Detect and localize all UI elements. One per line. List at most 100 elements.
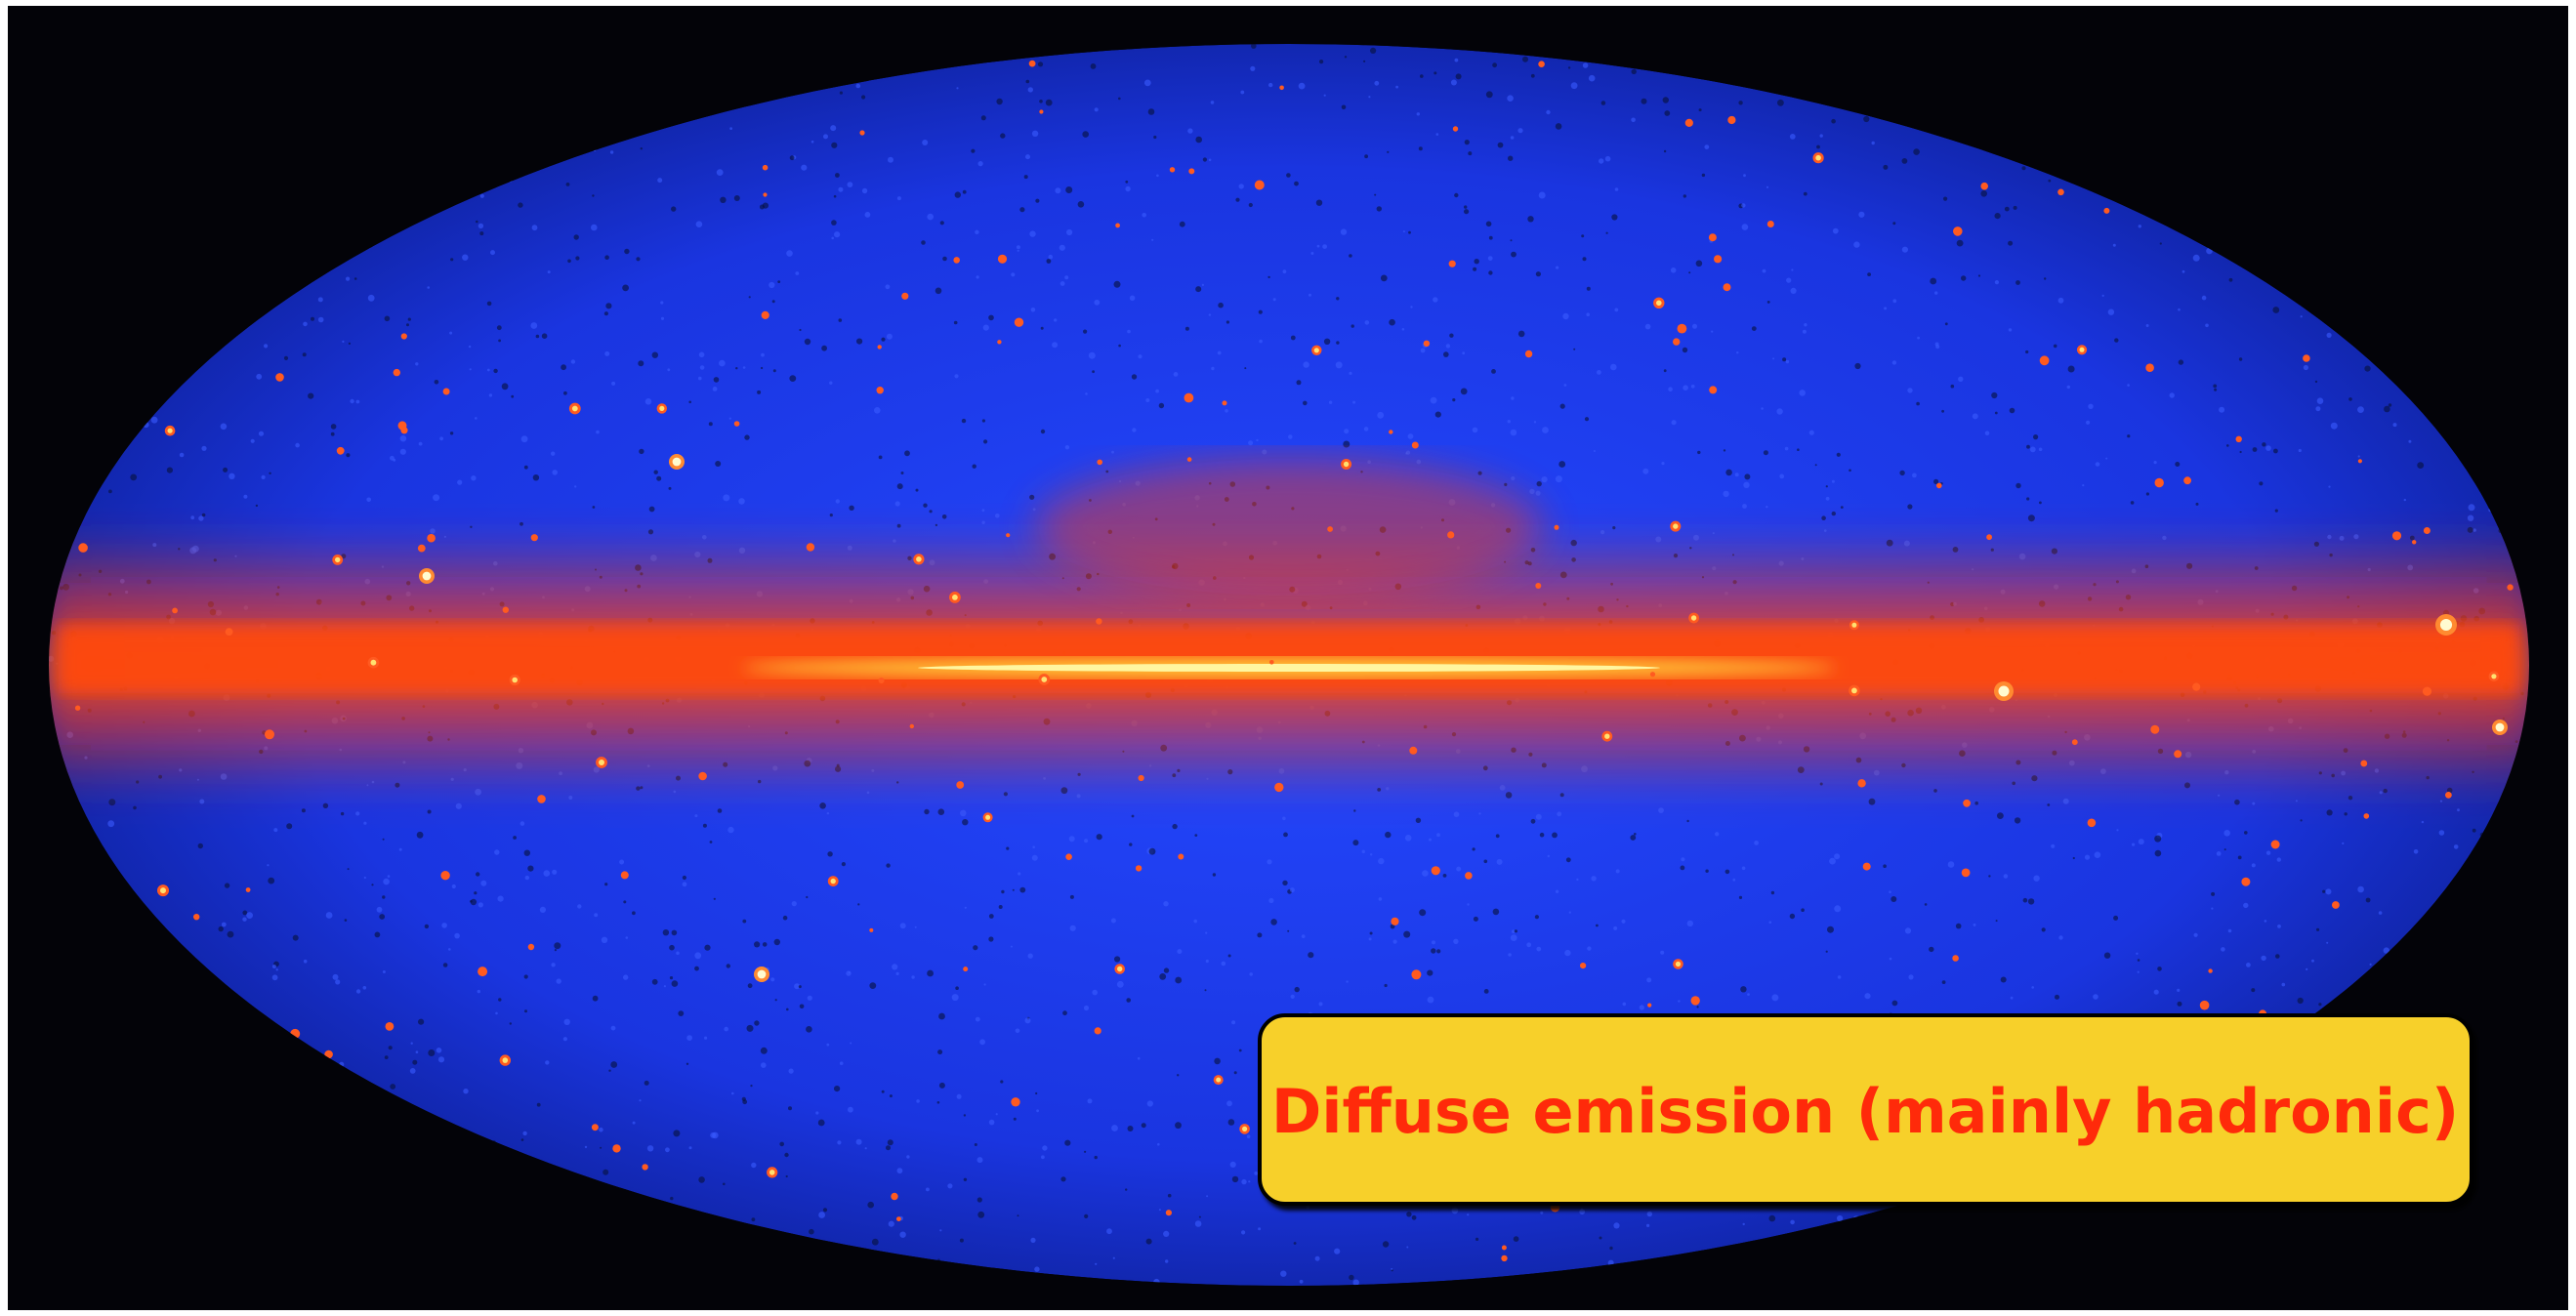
noise-dot — [1790, 1220, 1795, 1225]
noise-dot — [2010, 408, 2015, 414]
noise-dot — [602, 1170, 608, 1175]
noise-dot — [542, 333, 548, 339]
annotation-box: Diffuse emission (mainly hadronic) — [1260, 1015, 2472, 1204]
noise-dot — [1589, 75, 1596, 82]
noise-dot — [356, 400, 360, 404]
noise-dot — [1352, 401, 1355, 404]
noise-dot — [1126, 998, 1131, 1003]
source — [1709, 233, 1717, 241]
noise-dot — [1715, 832, 1719, 836]
noise-dot — [1054, 318, 1057, 321]
noise-dot — [1841, 506, 1844, 509]
noise-dot — [1436, 949, 1440, 953]
noise-dot — [815, 1111, 818, 1114]
source — [891, 1193, 897, 1200]
source — [642, 1164, 647, 1170]
noise-dot — [799, 329, 801, 331]
source — [1673, 338, 1680, 345]
noise-dot — [1159, 973, 1166, 980]
noise-dot — [856, 84, 861, 89]
noise-dot — [819, 802, 826, 809]
noise-dot — [385, 316, 391, 322]
noise-dot — [349, 343, 351, 345]
noise-dot — [1084, 839, 1088, 843]
noise-dot — [1389, 319, 1395, 326]
source — [698, 772, 707, 781]
noise-dot — [596, 431, 600, 434]
noise-dot — [837, 1140, 841, 1144]
noise-dot — [694, 966, 699, 971]
noise-dot — [939, 1083, 945, 1089]
noise-dot — [2277, 857, 2281, 861]
noise-dot — [2031, 986, 2034, 989]
noise-dot — [1144, 80, 1151, 87]
noise-dot — [1443, 874, 1447, 878]
noise-dot — [1370, 48, 1376, 54]
noise-dot — [1562, 313, 1568, 319]
noise-dot — [1552, 833, 1558, 839]
noise-dot — [1591, 876, 1596, 881]
noise-dot — [786, 1175, 788, 1177]
noise-dot — [1177, 1074, 1179, 1076]
noise-dot — [1498, 143, 1504, 148]
noise-dot — [2214, 389, 2217, 391]
noise-dot — [1951, 385, 1955, 389]
noise-dot — [383, 879, 390, 885]
noise-dot — [1917, 337, 1920, 340]
noise-dot — [1349, 254, 1352, 258]
noise-dot — [1892, 1001, 1898, 1007]
noise-dot — [1508, 953, 1512, 957]
noise-dot — [840, 92, 843, 95]
noise-dot — [795, 271, 799, 275]
noise-dot — [696, 221, 703, 227]
noise-dot — [1511, 476, 1515, 480]
noise-dot — [571, 359, 575, 363]
noise-dot — [2042, 927, 2046, 931]
source — [1184, 393, 1194, 403]
noise-dot — [1556, 267, 1558, 269]
noise-dot — [1432, 940, 1435, 944]
source — [1936, 483, 1942, 489]
noise-dot — [1177, 949, 1182, 954]
noise-dot — [632, 911, 636, 915]
noise-dot — [1496, 834, 1500, 838]
noise-dot — [654, 471, 658, 474]
noise-dot — [1743, 174, 1746, 177]
noise-dot — [1475, 259, 1479, 264]
noise-dot — [2178, 308, 2181, 311]
noise-dot — [1226, 1100, 1232, 1106]
noise-dot — [1417, 460, 1422, 465]
noise-dot — [1583, 257, 1587, 261]
noise-dot — [1118, 345, 1121, 348]
noise-dot — [834, 231, 840, 237]
source — [997, 340, 1001, 344]
noise-dot — [751, 1163, 756, 1168]
noise-dot — [2033, 876, 2039, 882]
source — [963, 966, 968, 971]
noise-dot — [846, 970, 851, 975]
noise-dot — [1218, 351, 1222, 355]
noise-dot — [600, 1147, 602, 1149]
noise-dot — [2023, 898, 2028, 903]
noise-dot — [1452, 398, 1455, 401]
noise-dot — [130, 474, 137, 481]
source — [953, 257, 960, 264]
noise-dot — [544, 870, 551, 877]
noise-dot — [2179, 359, 2183, 364]
noise-dot — [354, 277, 357, 280]
noise-dot — [1017, 245, 1020, 249]
source-core — [1604, 734, 1609, 739]
noise-dot — [975, 1143, 977, 1146]
source — [2332, 901, 2340, 909]
noise-dot — [731, 1092, 734, 1095]
noise-dot — [1456, 73, 1462, 79]
noise-dot — [1834, 853, 1840, 859]
noise-dot — [2139, 839, 2144, 844]
noise-dot — [533, 474, 539, 480]
noise-dot — [1149, 848, 1156, 855]
source — [2103, 208, 2109, 214]
noise-dot — [1111, 1125, 1118, 1131]
noise-dot — [2138, 971, 2140, 973]
noise-dot — [1600, 1237, 1602, 1240]
noise-dot — [1699, 108, 1702, 111]
